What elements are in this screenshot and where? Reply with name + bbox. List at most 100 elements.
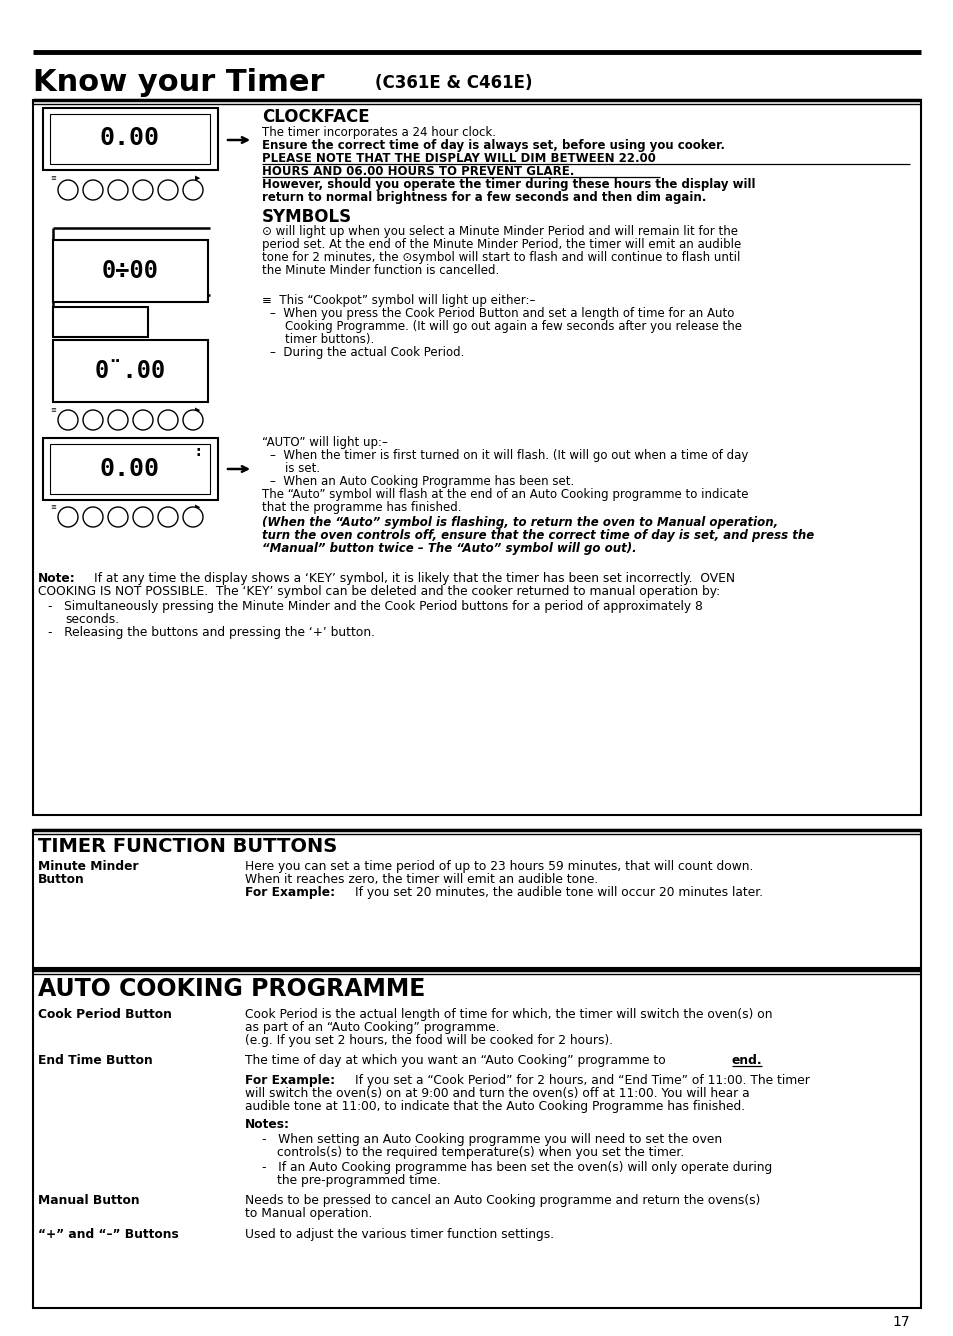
Text: Note:: Note: [38, 572, 75, 585]
Text: the pre-programmed time.: the pre-programmed time. [276, 1174, 440, 1186]
Text: ≡: ≡ [50, 504, 56, 510]
Text: (When the “Auto” symbol is flashing, to return the oven to Manual operation,: (When the “Auto” symbol is flashing, to … [262, 516, 778, 529]
Text: Ensure the correct time of day is always set, before using you cooker.: Ensure the correct time of day is always… [262, 139, 724, 152]
Text: -   If an Auto Cooking programme has been set the oven(s) will only operate duri: - If an Auto Cooking programme has been … [262, 1161, 771, 1174]
Bar [53, 307, 148, 337]
Text: HOURS AND 06.00 HOURS TO PREVENT GLARE.: HOURS AND 06.00 HOURS TO PREVENT GLARE. [262, 166, 574, 178]
Text: turn the oven controls off, ensure that the correct time of day is set, and pres: turn the oven controls off, ensure that … [262, 529, 814, 542]
Text: –  When you press the Cook Period Button and set a length of time for an Auto: – When you press the Cook Period Button … [270, 307, 734, 321]
Circle shape [108, 410, 128, 430]
Text: For Example:: For Example: [245, 886, 335, 899]
Text: ▶: ▶ [194, 175, 200, 180]
Text: is set.: is set. [285, 462, 320, 476]
Text: PLEASE NOTE THAT THE DISPLAY WILL DIM BETWEEN 22.00: PLEASE NOTE THAT THE DISPLAY WILL DIM BE… [262, 152, 656, 166]
Text: ≡: ≡ [50, 407, 56, 413]
Bar [33, 100, 920, 815]
Text: Manual Button: Manual Button [38, 1194, 139, 1206]
Bar [43, 108, 218, 170]
Text: Cooking Programme. (It will go out again a few seconds after you release the: Cooking Programme. (It will go out again… [285, 321, 741, 333]
Bar [53, 339, 208, 402]
Text: Used to adjust the various timer function settings.: Used to adjust the various timer functio… [245, 1228, 554, 1241]
Text: Cook Period is the actual length of time for which, the timer will switch the ov: Cook Period is the actual length of time… [245, 1007, 772, 1021]
Text: –  During the actual Cook Period.: – During the actual Cook Period. [270, 346, 464, 359]
Text: CLOCKFACE: CLOCKFACE [262, 108, 369, 126]
Text: 0.00: 0.00 [100, 126, 160, 150]
Text: Cook Period Button: Cook Period Button [38, 1007, 172, 1021]
Circle shape [132, 506, 152, 526]
Text: the Minute Minder function is cancelled.: the Minute Minder function is cancelled. [262, 265, 498, 277]
Text: “Manual” button twice – The “Auto” symbol will go out).: “Manual” button twice – The “Auto” symbo… [262, 542, 636, 554]
Bar [53, 240, 208, 302]
Circle shape [58, 506, 78, 526]
Bar [33, 970, 920, 1308]
Text: For Example:: For Example: [245, 1074, 335, 1088]
Text: However, should you operate the timer during these hours the display will: However, should you operate the timer du… [262, 178, 755, 191]
Text: will switch the oven(s) on at 9:00 and turn the oven(s) off at 11:00. You will h: will switch the oven(s) on at 9:00 and t… [245, 1088, 749, 1100]
Text: Needs to be pressed to cancel an Auto Cooking programme and return the ovens(s): Needs to be pressed to cancel an Auto Co… [245, 1194, 760, 1206]
Text: (C361E & C461E): (C361E & C461E) [375, 73, 532, 92]
Text: as part of an “Auto Cooking” programme.: as part of an “Auto Cooking” programme. [245, 1021, 499, 1034]
Text: Notes:: Notes: [245, 1118, 290, 1132]
Text: Button: Button [38, 872, 85, 886]
Text: seconds.: seconds. [65, 613, 119, 627]
Text: 0÷00: 0÷00 [101, 259, 158, 283]
Bar [33, 830, 920, 969]
Bar [50, 114, 210, 164]
Circle shape [158, 410, 178, 430]
Circle shape [183, 180, 203, 200]
Text: ≡  This “Cookpot” symbol will light up either:–: ≡ This “Cookpot” symbol will light up ei… [262, 294, 535, 307]
Circle shape [132, 410, 152, 430]
Text: -   When setting an Auto Cooking programme you will need to set the oven: - When setting an Auto Cooking programme… [262, 1133, 721, 1146]
Circle shape [183, 410, 203, 430]
Text: The time of day at which you want an “Auto Cooking” programme to: The time of day at which you want an “Au… [245, 1054, 669, 1067]
Text: end.: end. [731, 1054, 761, 1067]
Text: ▶: ▶ [194, 504, 200, 510]
Text: to Manual operation.: to Manual operation. [245, 1206, 372, 1220]
Text: TIMER FUNCTION BUTTONS: TIMER FUNCTION BUTTONS [38, 836, 337, 856]
Text: Know your Timer: Know your Timer [33, 68, 324, 98]
Text: audible tone at 11:00, to indicate that the Auto Cooking Programme has finished.: audible tone at 11:00, to indicate that … [245, 1100, 744, 1113]
Text: SYMBOLS: SYMBOLS [262, 208, 352, 226]
Text: return to normal brightness for a few seconds and then dim again.: return to normal brightness for a few se… [262, 191, 705, 204]
Text: AUTO COOKING PROGRAMME: AUTO COOKING PROGRAMME [38, 977, 425, 1001]
Text: If at any time the display shows a ‘KEY’ symbol, it is likely that the timer has: If at any time the display shows a ‘KEY’… [94, 572, 735, 585]
Text: ▶: ▶ [194, 407, 200, 413]
Text: controls(s) to the required temperature(s) when you set the timer.: controls(s) to the required temperature(… [276, 1146, 683, 1160]
Text: 17: 17 [891, 1315, 909, 1329]
Text: timer buttons).: timer buttons). [285, 333, 374, 346]
Circle shape [132, 180, 152, 200]
Circle shape [83, 506, 103, 526]
Text: The timer incorporates a 24 hour clock.: The timer incorporates a 24 hour clock. [262, 126, 496, 139]
Circle shape [83, 180, 103, 200]
Text: If you set a “Cook Period” for 2 hours, and “End Time” of 11:00. The timer: If you set a “Cook Period” for 2 hours, … [355, 1074, 809, 1088]
Text: End Time Button: End Time Button [38, 1054, 152, 1067]
Text: The “Auto” symbol will flash at the end of an Auto Cooking programme to indicate: The “Auto” symbol will flash at the end … [262, 488, 748, 501]
Text: :: : [195, 445, 200, 460]
Text: “+” and “–” Buttons: “+” and “–” Buttons [38, 1228, 178, 1241]
Text: -   Releasing the buttons and pressing the ‘+’ button.: - Releasing the buttons and pressing the… [48, 627, 375, 639]
Text: 0̈.00: 0̈.00 [94, 359, 166, 383]
Text: If you set 20 minutes, the audible tone will occur 20 minutes later.: If you set 20 minutes, the audible tone … [355, 886, 762, 899]
Text: –  When the timer is first turned on it will flash. (It will go out when a time : – When the timer is first turned on it w… [270, 449, 747, 462]
Circle shape [183, 506, 203, 526]
Text: tone for 2 minutes, the ⊙symbol will start to flash and will continue to flash u: tone for 2 minutes, the ⊙symbol will sta… [262, 251, 740, 265]
Text: (e.g. If you set 2 hours, the food will be cooked for 2 hours).: (e.g. If you set 2 hours, the food will … [245, 1034, 613, 1047]
Circle shape [58, 410, 78, 430]
Circle shape [158, 180, 178, 200]
Bar [43, 438, 218, 500]
Text: When it reaches zero, the timer will emit an audible tone.: When it reaches zero, the timer will emi… [245, 872, 598, 886]
Circle shape [108, 180, 128, 200]
Text: COOKING IS NOT POSSIBLE.  The ‘KEY’ symbol can be deleted and the cooker returne: COOKING IS NOT POSSIBLE. The ‘KEY’ symbo… [38, 585, 720, 599]
Bar [50, 444, 210, 494]
Text: –  When an Auto Cooking Programme has been set.: – When an Auto Cooking Programme has bee… [270, 476, 574, 488]
Text: 0.00: 0.00 [100, 457, 160, 481]
Circle shape [83, 410, 103, 430]
Circle shape [158, 506, 178, 526]
Text: Here you can set a time period of up to 23 hours 59 minutes, that will count dow: Here you can set a time period of up to … [245, 860, 753, 872]
Text: -   Simultaneously pressing the Minute Minder and the Cook Period buttons for a : - Simultaneously pressing the Minute Min… [48, 600, 702, 613]
Text: “AUTO” will light up:–: “AUTO” will light up:– [262, 436, 388, 449]
Text: that the programme has finished.: that the programme has finished. [262, 501, 461, 514]
Text: Minute Minder: Minute Minder [38, 860, 138, 872]
Text: ≡: ≡ [50, 175, 56, 180]
Text: ⊙ will light up when you select a Minute Minder Period and will remain lit for t: ⊙ will light up when you select a Minute… [262, 224, 738, 238]
